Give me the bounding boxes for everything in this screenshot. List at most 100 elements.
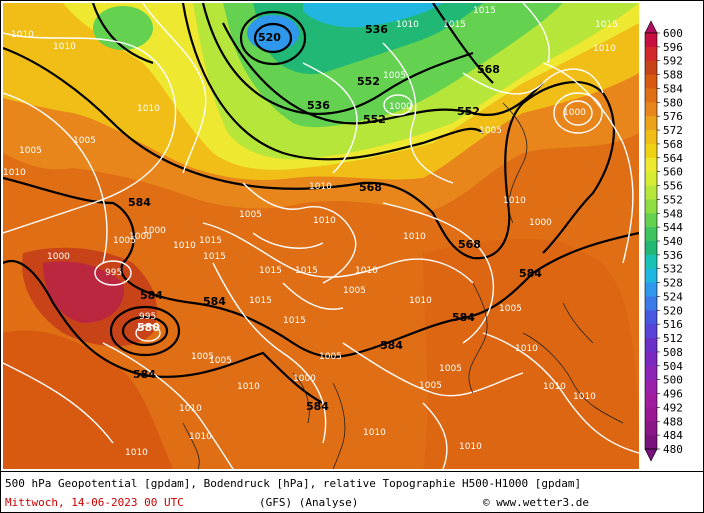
legend-level-label: 600: [663, 27, 683, 40]
legend-level-label: 544: [663, 221, 683, 234]
valid-date: Mittwoch, 14-06-2023 00 UTC: [5, 496, 184, 509]
legend-level-label: 552: [663, 193, 683, 206]
pressure-label: 1000: [143, 226, 166, 236]
legend-swatch: [645, 254, 657, 270]
pressure-label: 1000: [563, 108, 586, 118]
pressure-label: 1005: [439, 364, 462, 374]
pressure-label: 1010: [355, 266, 378, 276]
pressure-label: 1005: [343, 286, 366, 296]
pressure-label: 1005: [319, 352, 342, 362]
pressure-label: 1005: [239, 210, 262, 220]
legend-level-label: 592: [663, 55, 683, 68]
legend-swatch: [645, 324, 657, 339]
legend-level-label: 576: [663, 110, 683, 123]
legend-swatch: [645, 296, 657, 311]
legend-level-label: 596: [663, 41, 683, 54]
pressure-label: 1010: [503, 196, 526, 206]
field-536: [253, 3, 483, 74]
legend-level-label: 512: [663, 332, 683, 345]
low-center-520: [247, 15, 299, 51]
legend-level-label: 548: [663, 207, 683, 220]
pressure-label: 1005: [19, 146, 42, 156]
pressure-label: 1010: [515, 344, 538, 354]
legend-level-label: 588: [663, 69, 683, 82]
credit: © www.wetter3.de: [483, 496, 589, 509]
legend-level-label: 496: [663, 388, 683, 401]
weather-map: 520 536 536 552 552 552 568 568 568 584 …: [3, 3, 639, 469]
pressure-label: 1010: [189, 432, 212, 442]
legend-swatch: [645, 143, 657, 159]
legend-swatch: [645, 365, 657, 381]
legend-level-label: 508: [663, 346, 683, 359]
field-584-east: [423, 238, 639, 469]
pressure-label: 1015: [473, 6, 496, 16]
legend-swatch: [645, 393, 657, 408]
pressure-label: 1005: [479, 126, 502, 136]
pressure-label: 1010: [309, 182, 332, 192]
geopotential-label: 584: [380, 339, 403, 352]
pressure-label: 1015: [295, 266, 318, 276]
legend-swatch: [645, 46, 657, 62]
pressure-label: 1000: [293, 374, 316, 384]
legend-level-label: 572: [663, 124, 683, 137]
legend-swatch: [645, 116, 657, 131]
field-584-south: [3, 330, 173, 469]
pressure-label: 1005: [191, 352, 214, 362]
pressure-label: 1000: [129, 232, 152, 242]
legend-swatch: [645, 130, 657, 145]
geopotential-label: 552: [363, 113, 386, 126]
pressure-label: 1005: [209, 356, 232, 366]
legend-swatch: [645, 88, 657, 103]
geopotential-label: 584: [452, 311, 475, 324]
legend-swatch: [645, 227, 657, 242]
pressure-label: 1010: [396, 20, 419, 30]
legend-level-label: 484: [663, 429, 683, 442]
geopotential-label: 568: [458, 238, 481, 251]
legend-swatch: [645, 171, 657, 187]
legend-level-label: 536: [663, 249, 683, 262]
pressure-label: 1015: [443, 20, 466, 30]
legend-level-label: 568: [663, 138, 683, 151]
pressure-label: 1010: [125, 448, 148, 458]
pressure-label: 1005: [73, 136, 96, 146]
pressure-label: 1010: [173, 241, 196, 251]
low-center-label: 580: [137, 321, 160, 334]
pressure-labels: 1010 1010 1005 1005 1010 1000 1010 1005 …: [3, 6, 618, 458]
pressure-label: 1010: [543, 382, 566, 392]
legend-level-label: 532: [663, 263, 683, 276]
legend-swatch: [645, 102, 657, 117]
geopotential-label: 584: [133, 368, 156, 381]
pressure-label: 1015: [259, 266, 282, 276]
copyright-icon: ©: [483, 496, 490, 509]
legend-swatch: [645, 282, 657, 297]
pressure-label: 1010: [11, 30, 34, 40]
legend-arrow-down: [644, 448, 658, 462]
pressure-label: 1015: [595, 20, 618, 30]
legend-swatch: [645, 213, 657, 228]
pressure-label: 1010: [313, 216, 336, 226]
legend-level-label: 556: [663, 180, 683, 193]
legend-swatch: [645, 199, 657, 214]
geopotential-label: 552: [357, 75, 380, 88]
pressure-label: 1010: [137, 104, 160, 114]
legend-swatch: [645, 421, 657, 436]
geopotential-label: 584: [519, 267, 542, 280]
caption-panel: 500 hPa Geopotential [gpdam], Bodendruck…: [1, 471, 703, 513]
legend-level-label: 516: [663, 318, 683, 331]
legend-level-label: 492: [663, 401, 683, 414]
chart-description: 500 hPa Geopotential [gpdam], Bodendruck…: [5, 477, 582, 490]
legend-level-label: 520: [663, 304, 683, 317]
pressure-label: 1000: [529, 218, 552, 228]
color-legend-bar: 6005965925885845805765725685645605565525…: [644, 20, 683, 462]
legend-level-label: 540: [663, 235, 683, 248]
pressure-label: 1010: [3, 168, 26, 178]
legend-swatch: [645, 407, 657, 422]
legend-swatch: [645, 379, 657, 395]
pressure-label: 1010: [53, 42, 76, 52]
geopotential-label: 568: [359, 181, 382, 194]
legend-swatch: [645, 74, 657, 89]
pressure-label: 995: [105, 268, 122, 278]
pressure-label: 1000: [47, 252, 70, 262]
pressure-label: 1005: [383, 71, 406, 81]
